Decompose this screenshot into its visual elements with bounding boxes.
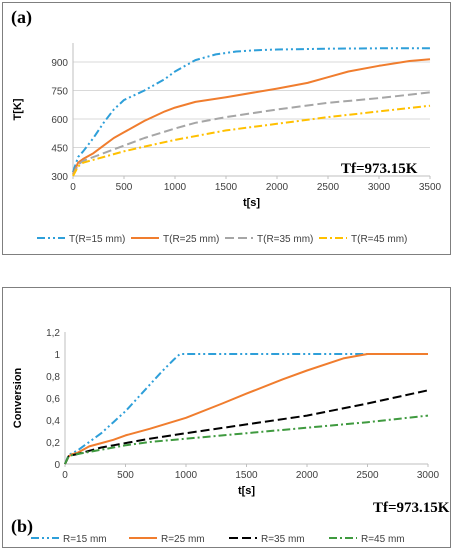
x-tick-label: 0	[70, 182, 76, 193]
y-tick-label: 900	[51, 58, 68, 69]
y-tick-label: 750	[51, 87, 68, 98]
chart-panel-b: (b) Tf=973.15K 0 0,2 0,4 0,6 0,8 1 1,2 0 500 1000…	[2, 287, 451, 548]
legend-label-1: R=15 mm	[63, 534, 107, 545]
x-axis-label: t[s]	[238, 485, 255, 497]
legend-label-4: R=45 mm	[361, 534, 405, 545]
legend-label-2: R=25 mm	[161, 534, 205, 545]
x-tick-label: 3000	[417, 470, 440, 481]
x-tick-label: 2000	[266, 182, 289, 193]
y-tick-label: 0,8	[46, 372, 60, 383]
panel-b-tag: (b)	[11, 516, 33, 536]
legend-label-3: T(R=35 mm)	[257, 234, 313, 245]
y-axis-label: Conversion	[12, 367, 24, 428]
legend-label-3: R=35 mm	[261, 534, 305, 545]
x-tick-label: 500	[116, 182, 133, 193]
y-tick-label: 0,6	[46, 394, 60, 405]
y-tick-label: 0,4	[46, 416, 60, 427]
series-line-4	[72, 104, 431, 177]
x-axis-label: t[s]	[243, 197, 260, 209]
x-tick-label: 1000	[175, 470, 198, 481]
y-axis-label: T[K]	[12, 98, 24, 120]
series-line-2	[72, 58, 431, 175]
y-tick-label: 0,2	[46, 438, 60, 449]
x-tick-label: 500	[117, 470, 134, 481]
legend-label-2: T(R=25 mm)	[163, 234, 219, 245]
x-tick-label: 2500	[317, 182, 340, 193]
legend-label-4: T(R=45 mm)	[351, 234, 407, 245]
panel-a-tag: (a)	[11, 7, 32, 27]
y-tick-label: 300	[51, 172, 68, 183]
series-line-3	[64, 389, 429, 465]
x-tick-label: 3000	[368, 182, 391, 193]
temperature-chart: 300 450 600 750 900 0 500 1000 1500 2000 2500 3000 3…	[12, 43, 442, 245]
legend-label-1: T(R=15 mm)	[69, 234, 125, 245]
x-tick-label: 1500	[235, 470, 258, 481]
x-tick-label: 2000	[296, 470, 319, 481]
series-line-2	[64, 353, 428, 465]
x-tick-label: 0	[62, 470, 68, 481]
x-tick-label: 1500	[215, 182, 238, 193]
y-tick-label: 600	[51, 115, 68, 126]
series-line-3	[72, 91, 431, 176]
conversion-chart: 0 0,2 0,4 0,6 0,8 1 1,2 0 500 1000 1500 2000 2500 300…	[12, 328, 440, 545]
x-tick-label: 1000	[164, 182, 187, 193]
series-line-1	[72, 47, 430, 173]
chart-panel-a: (a) Tf=973.15K 300 450 600 750 900 0 500 1000 15…	[2, 2, 451, 255]
y-tick-label: 450	[51, 144, 68, 155]
y-tick-label: 0	[54, 460, 60, 471]
y-tick-label: 1,2	[46, 328, 60, 339]
x-tick-label: 3500	[419, 182, 442, 193]
panel-b-annotation: Tf=973.15K	[373, 500, 450, 516]
panel-a-annotation: Tf=973.15K	[341, 161, 418, 177]
series-line-4	[64, 414, 429, 465]
x-tick-label: 2500	[356, 470, 379, 481]
y-tick-label: 1	[54, 350, 60, 361]
series-line-1	[64, 353, 428, 465]
